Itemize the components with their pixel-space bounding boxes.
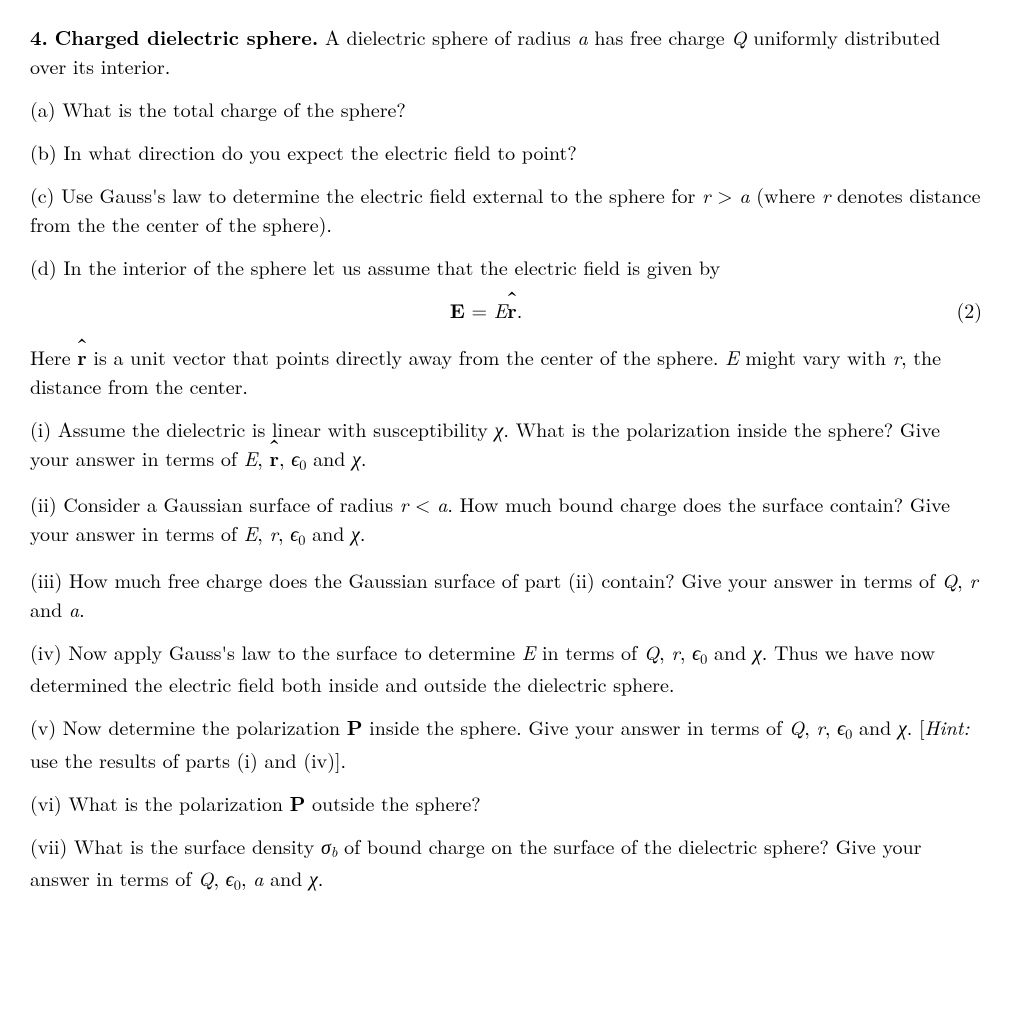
part-v: (v) Now determine the polarization P ins… — [30, 712, 982, 773]
part-iii: (iii) How much free charge does the Gaus… — [30, 565, 982, 623]
r-hat-icon: r — [270, 443, 279, 472]
r-hat-icon: r — [77, 342, 86, 371]
part-ii: (ii) Consider a Gaussian surface of radi… — [30, 489, 982, 550]
intro-text-b: has free charge — [588, 22, 732, 51]
r-hat-icon: r — [507, 295, 516, 324]
part-iv: (iv) Now apply Gauss's law to the surfac… — [30, 637, 982, 698]
hint-label: Hint: — [925, 712, 970, 741]
equation-number: (2) — [942, 295, 982, 324]
here-text: Here r is a unit vector that points dire… — [30, 342, 982, 400]
part-a: (a) What is the total charge of the sphe… — [30, 94, 982, 123]
part-vii: (vii) What is the surface density σb of … — [30, 831, 982, 896]
part-b: (b) In what direction do you expect the … — [30, 137, 982, 166]
equation-2: E = Er. (2) — [30, 295, 982, 324]
problem-title: Charged dielectric sphere. — [55, 22, 319, 51]
equation-body: E = Er. — [30, 295, 942, 324]
problem-number: 4. — [30, 22, 48, 51]
part-d: (d) In the interior of the sphere let us… — [30, 252, 982, 281]
part-i: (i) Assume the dielectric is linear with… — [30, 414, 982, 475]
intro-text-a: A dielectric sphere of radius — [325, 22, 578, 51]
problem-intro: 4. Charged dielectric sphere. A dielectr… — [30, 22, 982, 80]
sym-Q: Q — [731, 22, 746, 51]
part-c: (c) Use Gauss's law to determine the ele… — [30, 180, 982, 238]
part-vi: (vi) What is the polarization P outside … — [30, 788, 982, 817]
sym-a: a — [577, 22, 587, 51]
